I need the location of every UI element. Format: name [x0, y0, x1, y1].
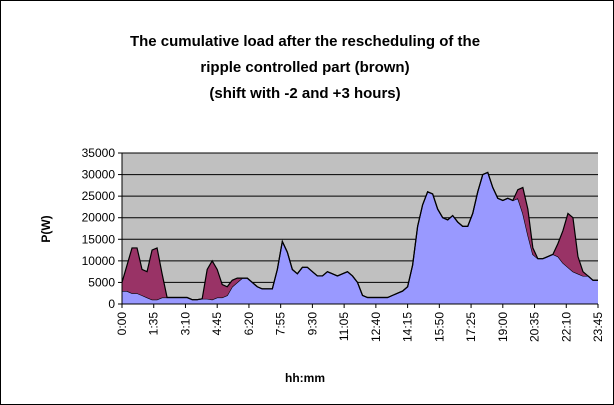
x-tick-label: 9:30: [305, 312, 319, 336]
x-tick-label: 23:45: [591, 312, 605, 342]
x-axis-title: hh:mm: [285, 371, 325, 385]
x-tick-label: 20:35: [528, 312, 542, 342]
chart-title: ripple controlled part (brown): [200, 59, 409, 76]
y-tick-label: 35000: [82, 146, 116, 160]
x-tick-label: 17:25: [464, 312, 478, 342]
y-axis-title: P(W): [39, 215, 53, 242]
area-outline: [121, 171, 598, 301]
y-tick-label: 10000: [82, 254, 116, 268]
chart-title: The cumulative load after the rescheduli…: [130, 33, 480, 50]
x-tick-label: 3:10: [178, 312, 192, 336]
y-tick-label: 0: [108, 297, 115, 311]
x-tick-label: 15:50: [432, 312, 446, 342]
x-tick-label: 19:00: [496, 312, 510, 342]
x-tick-label: 4:45: [210, 312, 224, 336]
y-tick-label: 15000: [82, 232, 116, 246]
x-tick-label: 6:20: [242, 312, 256, 336]
x-tick-label: 11:05: [337, 312, 351, 341]
x-tick-label: 0:00: [115, 312, 129, 336]
x-tick-label: 1:35: [147, 312, 161, 336]
x-tick-label: 22:10: [559, 312, 573, 342]
y-tick-label: 25000: [82, 189, 116, 203]
y-tick-label: 20000: [82, 211, 116, 225]
y-tick-label: 5000: [88, 275, 115, 289]
area: [122, 172, 598, 304]
x-tick-label: 12:40: [369, 312, 383, 342]
chart-title: (shift with -2 and +3 hours): [209, 85, 400, 102]
y-tick-label: 30000: [82, 168, 116, 182]
x-tick-label: 14:15: [401, 312, 415, 342]
x-tick-label: 7:55: [274, 312, 288, 336]
